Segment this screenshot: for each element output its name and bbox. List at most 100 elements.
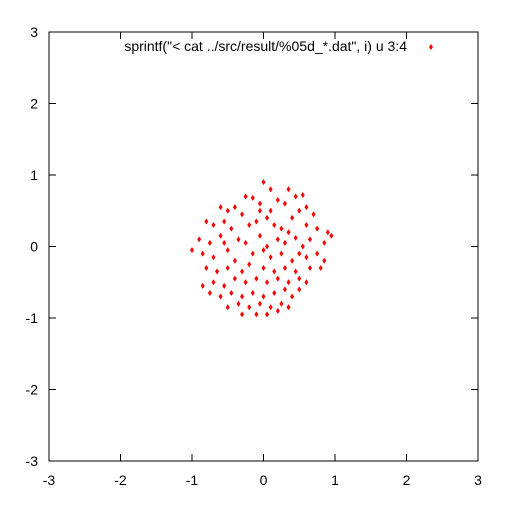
data-point (265, 311, 270, 318)
data-point (254, 275, 259, 282)
data-point (329, 232, 334, 239)
data-point (243, 279, 248, 286)
data-point (268, 186, 273, 193)
data-point (290, 214, 295, 221)
data-point (250, 289, 255, 296)
x-tick-label: -3 (43, 472, 56, 488)
data-point (282, 264, 287, 271)
data-point (240, 211, 245, 218)
data-point (272, 268, 277, 275)
data-point (261, 247, 266, 254)
x-axis-ticks: -3 -2 -1 0 1 2 3 (43, 32, 482, 488)
x-tick-label: 1 (331, 472, 339, 488)
data-point (222, 218, 227, 225)
data-point (257, 207, 262, 214)
data-point (225, 264, 230, 271)
x-tick-label: -2 (114, 472, 127, 488)
data-point (240, 293, 245, 300)
data-point (257, 232, 262, 239)
data-point (282, 200, 287, 207)
x-tick-label: 0 (260, 472, 268, 488)
data-point (293, 234, 298, 241)
data-point (240, 268, 245, 275)
data-point (275, 307, 280, 314)
data-point (304, 204, 309, 211)
data-point (300, 243, 305, 250)
y-tick-label: 2 (30, 96, 38, 112)
data-point (322, 239, 327, 246)
data-point (293, 268, 298, 275)
data-point (222, 282, 227, 289)
data-point (204, 264, 209, 271)
y-tick-label: -3 (26, 453, 39, 469)
data-point (247, 222, 252, 229)
data-point (304, 279, 309, 286)
data-point (265, 243, 270, 250)
data-point (232, 275, 237, 282)
y-tick-label: -1 (26, 310, 39, 326)
data-point (236, 236, 241, 243)
data-point (190, 247, 194, 254)
data-point (307, 236, 312, 243)
data-point (315, 250, 320, 257)
data-point (325, 229, 330, 236)
data-point (215, 268, 220, 275)
data-point (225, 207, 230, 214)
data-point (268, 207, 273, 214)
data-point (318, 264, 323, 271)
data-point (279, 300, 284, 307)
data-point (286, 304, 291, 311)
data-point (290, 257, 295, 264)
data-point (200, 250, 205, 257)
data-point (304, 254, 309, 261)
data-point (275, 236, 280, 243)
data-point (200, 282, 205, 289)
data-point (268, 304, 273, 311)
data-point (300, 192, 305, 199)
y-tick-label: 0 (30, 239, 38, 255)
data-point (282, 239, 287, 246)
data-point (261, 179, 266, 186)
data-point (254, 311, 259, 318)
data-point (286, 186, 291, 193)
x-tick-label: 2 (403, 472, 411, 488)
data-point (286, 279, 291, 286)
data-point (229, 289, 234, 296)
data-point (275, 197, 280, 204)
y-tick-label: 1 (30, 167, 38, 183)
data-point (268, 254, 273, 261)
data-point (290, 293, 295, 300)
legend-label: sprintf("< cat ../src/result/%05d_*.dat"… (124, 38, 407, 54)
legend: sprintf("< cat ../src/result/%05d_*.dat"… (124, 38, 433, 54)
data-point (257, 200, 262, 207)
data-point (272, 289, 277, 296)
data-point (297, 250, 302, 257)
data-point (254, 218, 259, 225)
data-point (250, 250, 255, 257)
data-point (250, 194, 255, 201)
x-tick-label: -1 (186, 472, 199, 488)
data-point (322, 257, 327, 264)
data-point (261, 264, 266, 271)
data-point (232, 257, 237, 264)
y-axis-ticks: -3 -2 -1 0 1 2 3 (26, 24, 478, 469)
data-point (222, 239, 227, 246)
data-point (229, 225, 234, 232)
y-tick-label: 3 (30, 24, 38, 40)
data-point (218, 204, 223, 211)
data-point (297, 275, 302, 282)
data-point (211, 254, 216, 261)
data-point (211, 222, 216, 229)
data-point (279, 250, 284, 257)
data-point (307, 264, 312, 271)
data-point (261, 293, 266, 300)
data-point (311, 211, 316, 218)
data-point (232, 204, 237, 211)
data-point (279, 225, 284, 232)
data-point (204, 218, 209, 225)
data-point (257, 300, 262, 307)
data-point (265, 214, 270, 221)
data-point (218, 232, 223, 239)
data-point (282, 286, 287, 293)
data-point (240, 311, 245, 318)
